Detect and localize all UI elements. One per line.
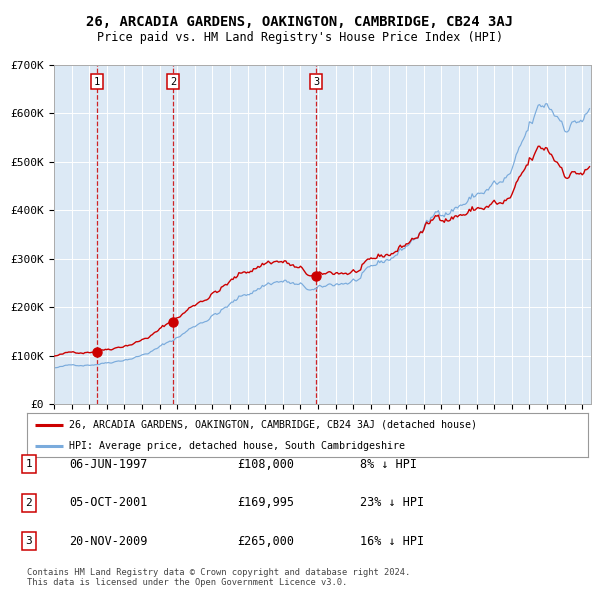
Text: 16% ↓ HPI: 16% ↓ HPI — [360, 535, 424, 548]
Text: £108,000: £108,000 — [237, 458, 294, 471]
Text: 20-NOV-2009: 20-NOV-2009 — [69, 535, 148, 548]
Text: 2: 2 — [170, 77, 176, 87]
Text: £169,995: £169,995 — [237, 496, 294, 509]
Text: 05-OCT-2001: 05-OCT-2001 — [69, 496, 148, 509]
Text: 8% ↓ HPI: 8% ↓ HPI — [360, 458, 417, 471]
Text: 3: 3 — [313, 77, 319, 87]
Text: 26, ARCADIA GARDENS, OAKINGTON, CAMBRIDGE, CB24 3AJ: 26, ARCADIA GARDENS, OAKINGTON, CAMBRIDG… — [86, 15, 514, 29]
Text: 06-JUN-1997: 06-JUN-1997 — [69, 458, 148, 471]
Text: £265,000: £265,000 — [237, 535, 294, 548]
Text: HPI: Average price, detached house, South Cambridgeshire: HPI: Average price, detached house, Sout… — [69, 441, 405, 451]
Text: 26, ARCADIA GARDENS, OAKINGTON, CAMBRIDGE, CB24 3AJ (detached house): 26, ARCADIA GARDENS, OAKINGTON, CAMBRIDG… — [69, 420, 477, 430]
Text: 23% ↓ HPI: 23% ↓ HPI — [360, 496, 424, 509]
Text: Price paid vs. HM Land Registry's House Price Index (HPI): Price paid vs. HM Land Registry's House … — [97, 31, 503, 44]
Text: 3: 3 — [25, 536, 32, 546]
Text: 1: 1 — [25, 460, 32, 469]
Text: 2: 2 — [25, 498, 32, 507]
Text: Contains HM Land Registry data © Crown copyright and database right 2024.
This d: Contains HM Land Registry data © Crown c… — [27, 568, 410, 587]
Text: 1: 1 — [94, 77, 100, 87]
